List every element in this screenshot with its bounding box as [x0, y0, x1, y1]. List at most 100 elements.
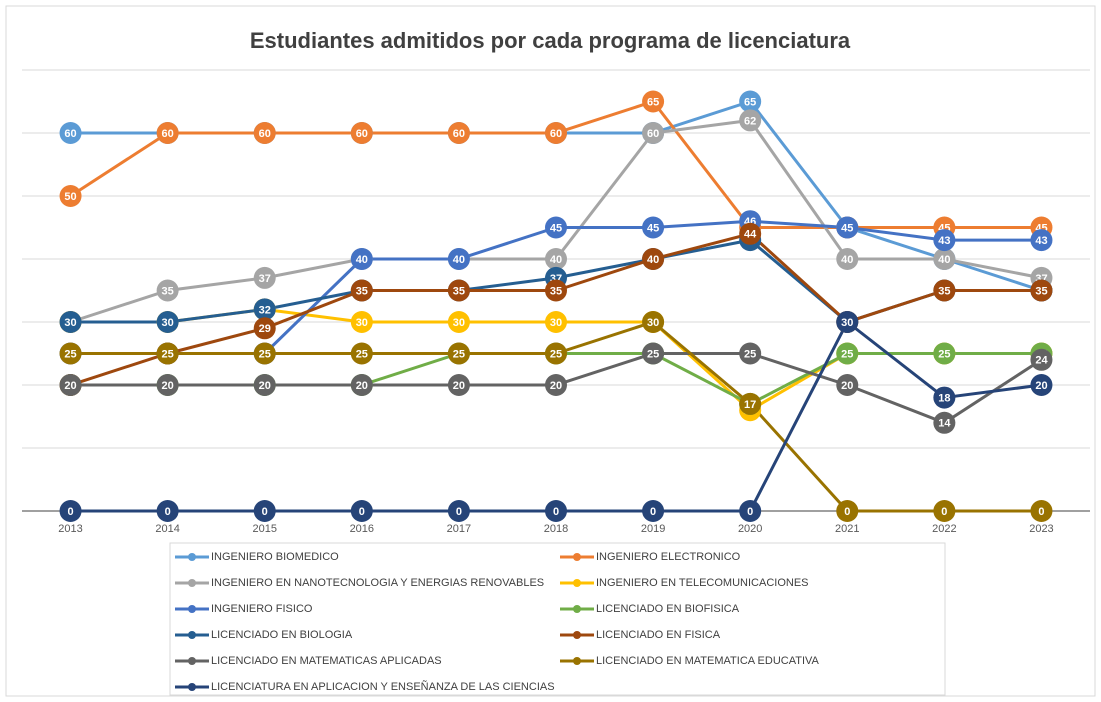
- data-point: [836, 216, 859, 239]
- data-point: [253, 500, 276, 522]
- data-point: [156, 342, 179, 365]
- data-label: 30: [453, 317, 465, 329]
- data-label: 44: [744, 229, 757, 241]
- data-point: [350, 122, 373, 144]
- x-tick-label: 2018: [544, 523, 568, 535]
- legend-label: LICENCIADO EN MATEMATICA EDUCATIVA: [596, 655, 820, 667]
- data-point: [350, 374, 373, 396]
- data-label: 40: [938, 254, 950, 266]
- legend-label: LICENCIATURA EN APLICACION Y ENSEÑANZA D…: [211, 680, 555, 693]
- data-label: 0: [650, 506, 656, 518]
- data-label: 60: [453, 128, 465, 140]
- data-label: 0: [941, 506, 947, 518]
- x-tick-label: 2014: [155, 523, 179, 535]
- data-point: [253, 266, 276, 289]
- data-label: 43: [938, 235, 950, 247]
- data-label: 25: [744, 348, 756, 360]
- data-label: 17: [744, 399, 756, 411]
- data-point: [545, 374, 567, 396]
- data-point: [253, 317, 276, 340]
- data-point: [447, 311, 470, 333]
- data-label: 32: [259, 304, 271, 316]
- legend-label: LICENCIADO EN FISICA: [596, 629, 721, 641]
- data-point: [642, 311, 665, 333]
- data-point: [59, 122, 82, 144]
- legend-label: LICENCIADO EN MATEMATICAS APLICADAS: [211, 655, 442, 667]
- data-point: [253, 342, 276, 365]
- data-point: [253, 122, 276, 144]
- data-point: [59, 342, 82, 365]
- legend-label: INGENIERO FISICO: [211, 603, 313, 615]
- data-point: [836, 374, 859, 396]
- data-point: [933, 229, 956, 252]
- data-label: 35: [453, 285, 465, 297]
- data-point: [1030, 229, 1053, 252]
- data-label: 0: [67, 506, 73, 518]
- x-tick-label: 2015: [252, 523, 276, 535]
- data-point: [253, 374, 276, 396]
- data-label: 25: [259, 348, 271, 360]
- data-label: 20: [550, 380, 562, 392]
- data-label: 25: [647, 348, 659, 360]
- data-label: 0: [1038, 506, 1044, 518]
- data-label: 40: [550, 254, 562, 266]
- legend-marker: [573, 657, 581, 665]
- x-tick-label: 2016: [350, 523, 374, 535]
- data-point: [836, 248, 859, 270]
- data-label: 35: [1035, 285, 1047, 297]
- x-tick-label: 2020: [738, 523, 762, 535]
- data-label: 62: [744, 115, 756, 127]
- data-label: 43: [1035, 235, 1047, 247]
- legend-label: LICENCIADO EN BIOFISICA: [596, 603, 740, 615]
- data-point: [156, 374, 179, 396]
- data-point: [836, 500, 859, 522]
- data-point: [545, 248, 567, 270]
- data-point: [447, 122, 470, 144]
- data-point: [1030, 348, 1053, 371]
- legend-marker: [188, 683, 196, 691]
- data-point: [739, 500, 762, 522]
- data-label: 20: [841, 380, 853, 392]
- data-point: [642, 216, 665, 239]
- data-label: 65: [647, 96, 659, 108]
- data-label: 40: [647, 254, 659, 266]
- data-point: [933, 279, 956, 302]
- data-point: [739, 222, 762, 245]
- data-label: 29: [259, 323, 271, 335]
- data-label: 20: [64, 380, 76, 392]
- data-label: 60: [550, 128, 562, 140]
- data-label: 37: [259, 273, 271, 285]
- data-point: [545, 122, 567, 144]
- data-point: [933, 500, 956, 522]
- data-point: [447, 374, 470, 396]
- legend-marker: [188, 579, 196, 587]
- data-point: [59, 185, 82, 207]
- data-label: 60: [647, 128, 659, 140]
- legend-label: INGENIERO BIOMEDICO: [211, 551, 339, 563]
- data-point: [642, 248, 665, 270]
- legend-marker: [573, 553, 581, 561]
- data-label: 0: [456, 506, 462, 518]
- data-point: [350, 279, 373, 302]
- data-point: [836, 342, 859, 365]
- data-label: 35: [550, 285, 562, 297]
- data-point: [933, 386, 956, 409]
- data-point: [447, 248, 470, 270]
- data-point: [59, 500, 82, 522]
- x-tick-label: 2019: [641, 523, 665, 535]
- data-label: 20: [356, 380, 368, 392]
- legend-label: LICENCIADO EN BIOLOGIA: [211, 629, 353, 641]
- data-label: 60: [259, 128, 271, 140]
- data-point: [545, 311, 567, 333]
- data-point: [545, 342, 567, 365]
- data-point: [350, 248, 373, 270]
- data-point: [350, 342, 373, 365]
- data-point: [545, 500, 567, 522]
- data-point: [59, 374, 82, 396]
- data-label: 25: [64, 348, 76, 360]
- data-label: 0: [844, 506, 850, 518]
- data-label: 0: [553, 506, 559, 518]
- data-label: 35: [356, 285, 368, 297]
- data-label: 45: [550, 222, 562, 234]
